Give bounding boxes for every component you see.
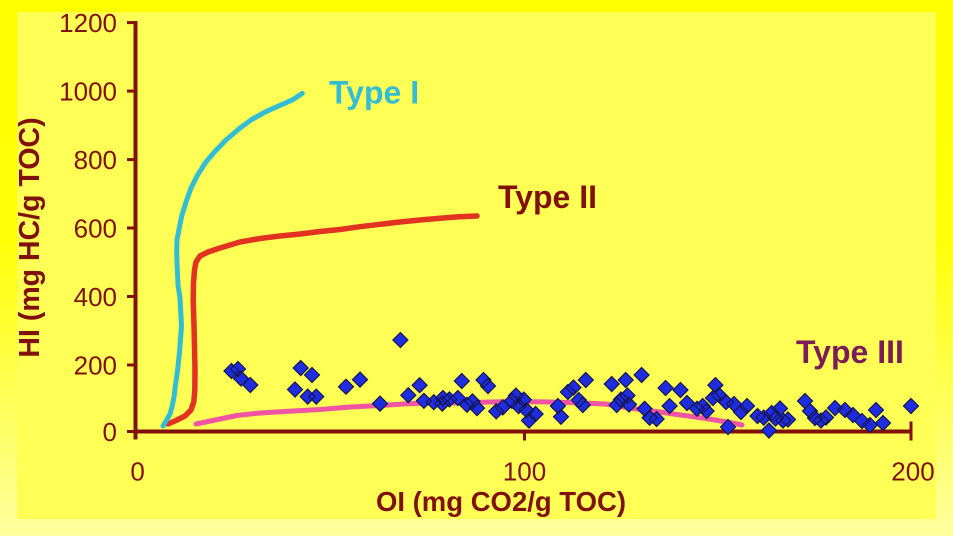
svg-text:0: 0 xyxy=(130,457,144,487)
svg-text:100: 100 xyxy=(503,457,546,487)
svg-text:1200: 1200 xyxy=(59,8,117,38)
svg-text:1000: 1000 xyxy=(59,76,117,106)
svg-text:200: 200 xyxy=(74,350,117,380)
svg-text:HI (mg HC/g TOC): HI (mg HC/g TOC) xyxy=(14,117,46,357)
svg-text:Type I: Type I xyxy=(329,74,419,110)
svg-text:Type II: Type II xyxy=(498,179,597,215)
svg-text:400: 400 xyxy=(74,282,117,312)
svg-text:800: 800 xyxy=(74,145,117,175)
svg-text:0: 0 xyxy=(103,417,117,447)
svg-text:OI (mg CO2/g TOC): OI (mg CO2/g TOC) xyxy=(376,486,626,517)
svg-text:200: 200 xyxy=(891,457,934,487)
svg-text:600: 600 xyxy=(74,213,117,243)
svg-text:Type III: Type III xyxy=(796,334,904,370)
